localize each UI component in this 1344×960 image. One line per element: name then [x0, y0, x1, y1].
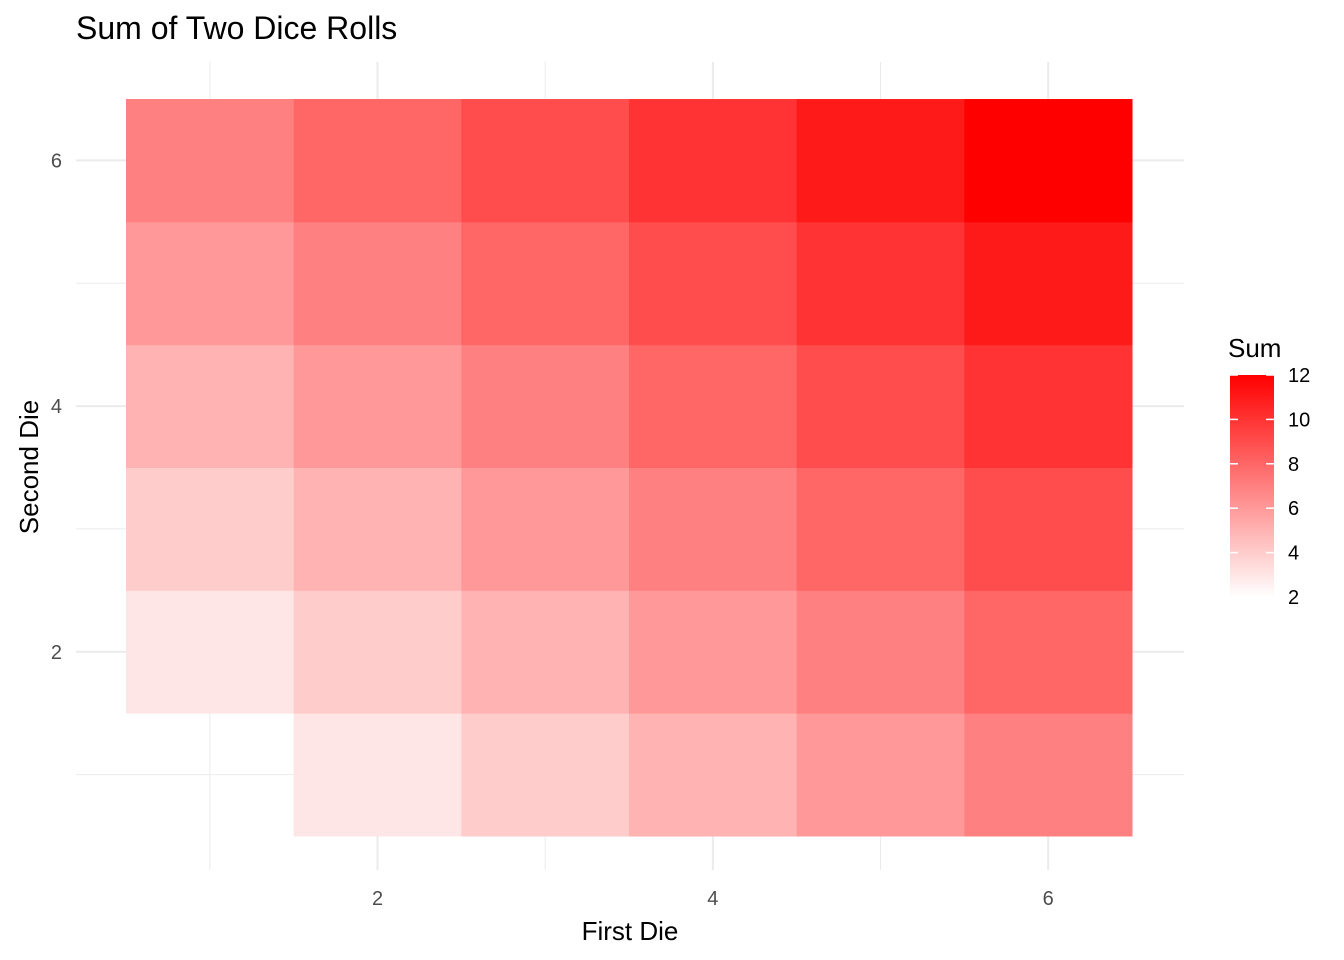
heatmap-cell — [293, 467, 462, 591]
heatmap-cell — [293, 221, 462, 346]
heatmap-cell — [796, 713, 965, 837]
heatmap-cell — [126, 99, 295, 223]
heatmap-cell — [964, 590, 1133, 714]
heatmap-cell — [796, 590, 965, 714]
x-axis-label: First Die — [582, 916, 679, 946]
heatmap-cell — [629, 713, 798, 837]
legend-tick-label: 6 — [1288, 498, 1299, 520]
y-tick-label: 2 — [51, 642, 62, 664]
heatmap-cell — [629, 221, 798, 346]
heatmap-cell — [293, 713, 462, 837]
heatmap-cell — [796, 221, 965, 346]
heatmap-cell — [461, 590, 630, 714]
heatmap-cell — [293, 99, 462, 223]
heatmap-cell — [293, 590, 462, 714]
legend-tick-label: 8 — [1288, 454, 1299, 476]
heatmap-cell — [126, 344, 295, 469]
heatmap-cell — [461, 221, 630, 346]
heatmap-cell — [629, 590, 798, 714]
heatmap-cell — [126, 467, 295, 591]
legend-tick-label: 12 — [1288, 365, 1310, 387]
y-tick-label: 4 — [51, 396, 62, 418]
heatmap-cell — [629, 99, 798, 223]
legend-tick-label: 10 — [1288, 409, 1310, 431]
heatmap-cell — [964, 713, 1133, 837]
heatmap-cell — [964, 221, 1133, 346]
legend-tick-label: 4 — [1288, 543, 1299, 565]
heatmap-cell — [461, 713, 630, 837]
x-tick-label: 4 — [707, 888, 718, 910]
chart-title: Sum of Two Dice Rolls — [76, 10, 398, 46]
heatmap-cell — [126, 590, 295, 714]
legend: Sum 2 4 6 8 10 12 — [1228, 333, 1310, 609]
heatmap-cell — [796, 467, 965, 591]
heatmap-cell — [629, 467, 798, 591]
legend-tick-label: 2 — [1288, 587, 1299, 609]
heatmap-cell — [629, 344, 798, 469]
x-tick-label: 2 — [372, 888, 383, 910]
heatmap-cell — [461, 99, 630, 223]
heatmap-cell — [461, 467, 630, 591]
y-axis-label: Second Die — [14, 400, 44, 534]
legend-title: Sum — [1228, 333, 1281, 363]
heatmap-cell — [126, 221, 295, 346]
legend-colorbar — [1230, 375, 1274, 597]
heatmap-cell — [796, 99, 965, 223]
heatmap-cell — [964, 99, 1133, 223]
heatmap-cell — [964, 467, 1133, 591]
heatmap-cell — [796, 344, 965, 469]
heatmap-cell — [293, 344, 462, 469]
heatmap-cell — [964, 344, 1133, 469]
heatmap-cell — [461, 344, 630, 469]
axes: 2 4 6 2 4 6 — [51, 150, 1054, 910]
y-tick-label: 6 — [51, 150, 62, 172]
x-tick-label: 6 — [1043, 888, 1054, 910]
heatmap-cells — [126, 99, 1133, 837]
